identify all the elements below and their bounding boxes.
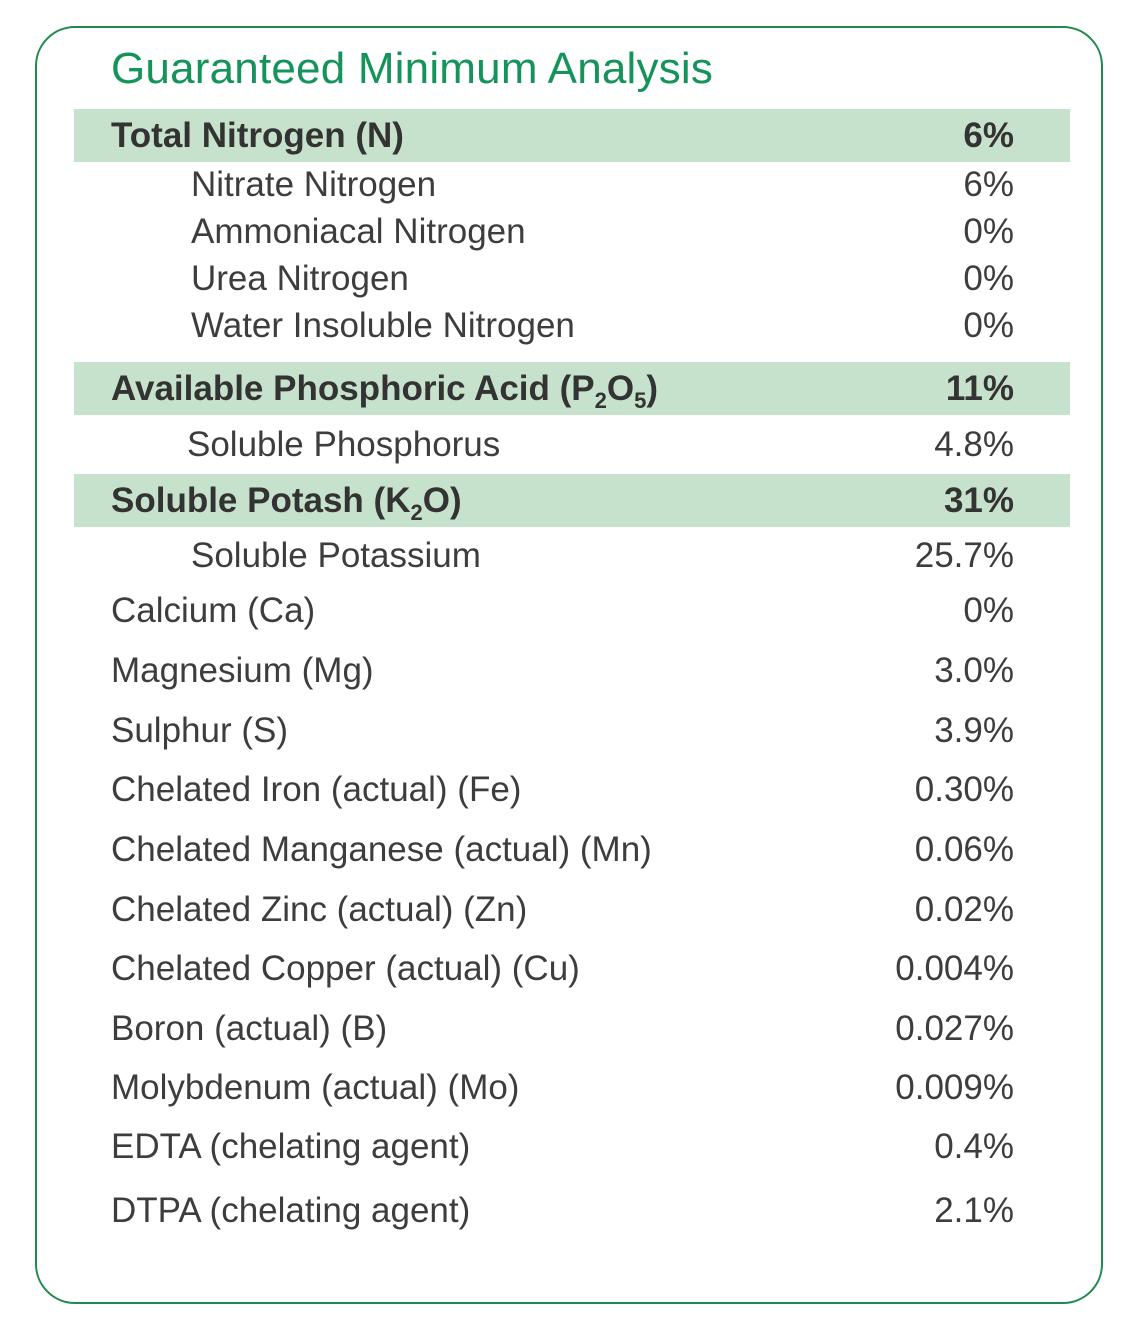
nutrient-label: Ammoniacal Nitrogen xyxy=(191,212,526,251)
nutrient-label: Calcium (Ca) xyxy=(111,591,316,630)
nutrient-label: Magnesium (Mg) xyxy=(111,651,374,690)
nutrient-value: 0.06% xyxy=(914,830,1014,869)
nutrient-value: 31% xyxy=(943,481,1014,520)
nutrient-value: 0.30% xyxy=(914,770,1014,809)
analysis-card xyxy=(35,26,1103,1304)
nutrient-label: Chelated Zinc (actual) (Zn) xyxy=(111,890,528,929)
nutrient-value: 25.7% xyxy=(914,536,1014,575)
nutrient-label: Boron (actual) (B) xyxy=(111,1009,388,1048)
nutrient-label: Available Phosphoric Acid (P2O5) xyxy=(111,369,659,413)
nutrient-value: 4.8% xyxy=(934,425,1014,464)
nutrient-value: 0.02% xyxy=(914,890,1014,929)
nutrient-value: 0% xyxy=(963,591,1014,630)
nutrient-label: Molybdenum (actual) (Mo) xyxy=(111,1068,520,1107)
nutrient-label: Sulphur (S) xyxy=(111,711,289,750)
nutrient-value: 0.027% xyxy=(895,1009,1014,1048)
nutrient-label: EDTA (chelating agent) xyxy=(111,1127,471,1166)
nutrient-header-row: Available Phosphoric Acid (P2O5) 11% xyxy=(74,362,1070,415)
nutrient-value: 3.0% xyxy=(934,651,1014,690)
nutrient-value: 2.1% xyxy=(934,1191,1014,1230)
nutrient-label: Chelated Copper (actual) (Cu) xyxy=(111,949,580,988)
page-title: Guaranteed Minimum Analysis xyxy=(111,44,714,93)
nutrient-value: 0% xyxy=(963,259,1014,298)
nutrient-value: 0.4% xyxy=(934,1127,1014,1166)
nutrient-header-row: Soluble Potash (K2O) 31% xyxy=(74,474,1070,527)
nutrient-label: Soluble Potash (K2O) xyxy=(111,481,462,525)
nutrient-label: Chelated Manganese (actual) (Mn) xyxy=(111,830,652,869)
nutrient-value: 0% xyxy=(963,212,1014,251)
nutrient-label: Soluble Potassium xyxy=(191,536,481,575)
nutrient-header-row: Total Nitrogen (N) 6% xyxy=(74,109,1070,162)
nutrient-label: DTPA (chelating agent) xyxy=(111,1191,471,1230)
nutrient-label: Chelated Iron (actual) (Fe) xyxy=(111,770,522,809)
nutrient-label: Water Insoluble Nitrogen xyxy=(191,306,575,345)
nutrient-label: Nitrate Nitrogen xyxy=(191,165,437,204)
nutrient-value: 0.004% xyxy=(895,949,1014,988)
nutrient-value: 0% xyxy=(963,306,1014,345)
nutrient-value: 0.009% xyxy=(895,1068,1014,1107)
nutrient-label: Total Nitrogen (N) xyxy=(111,116,404,155)
nutrient-value: 3.9% xyxy=(934,711,1014,750)
nutrient-value: 6% xyxy=(963,165,1014,204)
nutrient-label: Urea Nitrogen xyxy=(191,259,409,298)
nutrient-label: Soluble Phosphorus xyxy=(187,425,501,464)
nutrient-value: 6% xyxy=(963,116,1014,155)
nutrient-value: 11% xyxy=(945,369,1014,408)
